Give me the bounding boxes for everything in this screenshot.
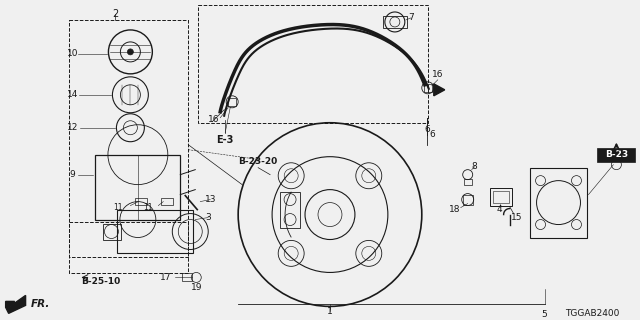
Polygon shape — [6, 295, 26, 313]
Text: B-23-20: B-23-20 — [239, 157, 278, 166]
Text: 12: 12 — [67, 123, 78, 132]
Bar — [182, 274, 192, 281]
Text: 10: 10 — [67, 49, 78, 58]
Bar — [464, 179, 472, 185]
Text: 5: 5 — [541, 310, 547, 319]
Text: 3: 3 — [205, 213, 211, 222]
Text: 9: 9 — [70, 170, 76, 179]
Bar — [383, 16, 407, 28]
Bar — [95, 155, 180, 220]
Text: 1: 1 — [327, 307, 333, 316]
Text: 8: 8 — [472, 162, 477, 171]
Circle shape — [127, 49, 133, 55]
Text: 11: 11 — [143, 203, 153, 212]
Text: 14: 14 — [67, 90, 78, 99]
Text: 6: 6 — [424, 125, 429, 134]
Bar — [280, 192, 300, 228]
Bar — [493, 191, 509, 203]
Bar — [490, 188, 511, 205]
Bar — [161, 197, 173, 204]
Text: E-3: E-3 — [216, 135, 234, 145]
Text: B-25-10: B-25-10 — [81, 277, 120, 286]
Text: 17: 17 — [159, 273, 171, 282]
Bar — [529, 168, 588, 237]
Bar — [68, 20, 188, 258]
Bar — [597, 148, 636, 162]
Text: 18: 18 — [449, 205, 460, 214]
Bar — [68, 221, 188, 274]
Text: 16: 16 — [432, 70, 444, 79]
Text: TGGAB2400: TGGAB2400 — [565, 309, 620, 318]
Bar — [198, 5, 428, 123]
Text: 6: 6 — [429, 130, 435, 139]
Polygon shape — [434, 84, 445, 96]
Text: 7: 7 — [408, 13, 413, 22]
Text: 16: 16 — [207, 115, 219, 124]
Text: 4: 4 — [497, 205, 502, 214]
Text: B-23: B-23 — [605, 150, 628, 159]
Bar — [424, 84, 432, 92]
Bar — [104, 224, 122, 239]
Text: FR.: FR. — [31, 300, 51, 309]
Text: 15: 15 — [511, 213, 522, 222]
Text: 13: 13 — [204, 195, 216, 204]
Text: 2: 2 — [112, 9, 118, 19]
Bar — [136, 197, 147, 204]
Bar — [228, 98, 236, 106]
Bar — [463, 195, 473, 204]
Text: 19: 19 — [191, 283, 202, 292]
Text: 11: 11 — [114, 203, 123, 212]
Bar — [117, 210, 193, 253]
